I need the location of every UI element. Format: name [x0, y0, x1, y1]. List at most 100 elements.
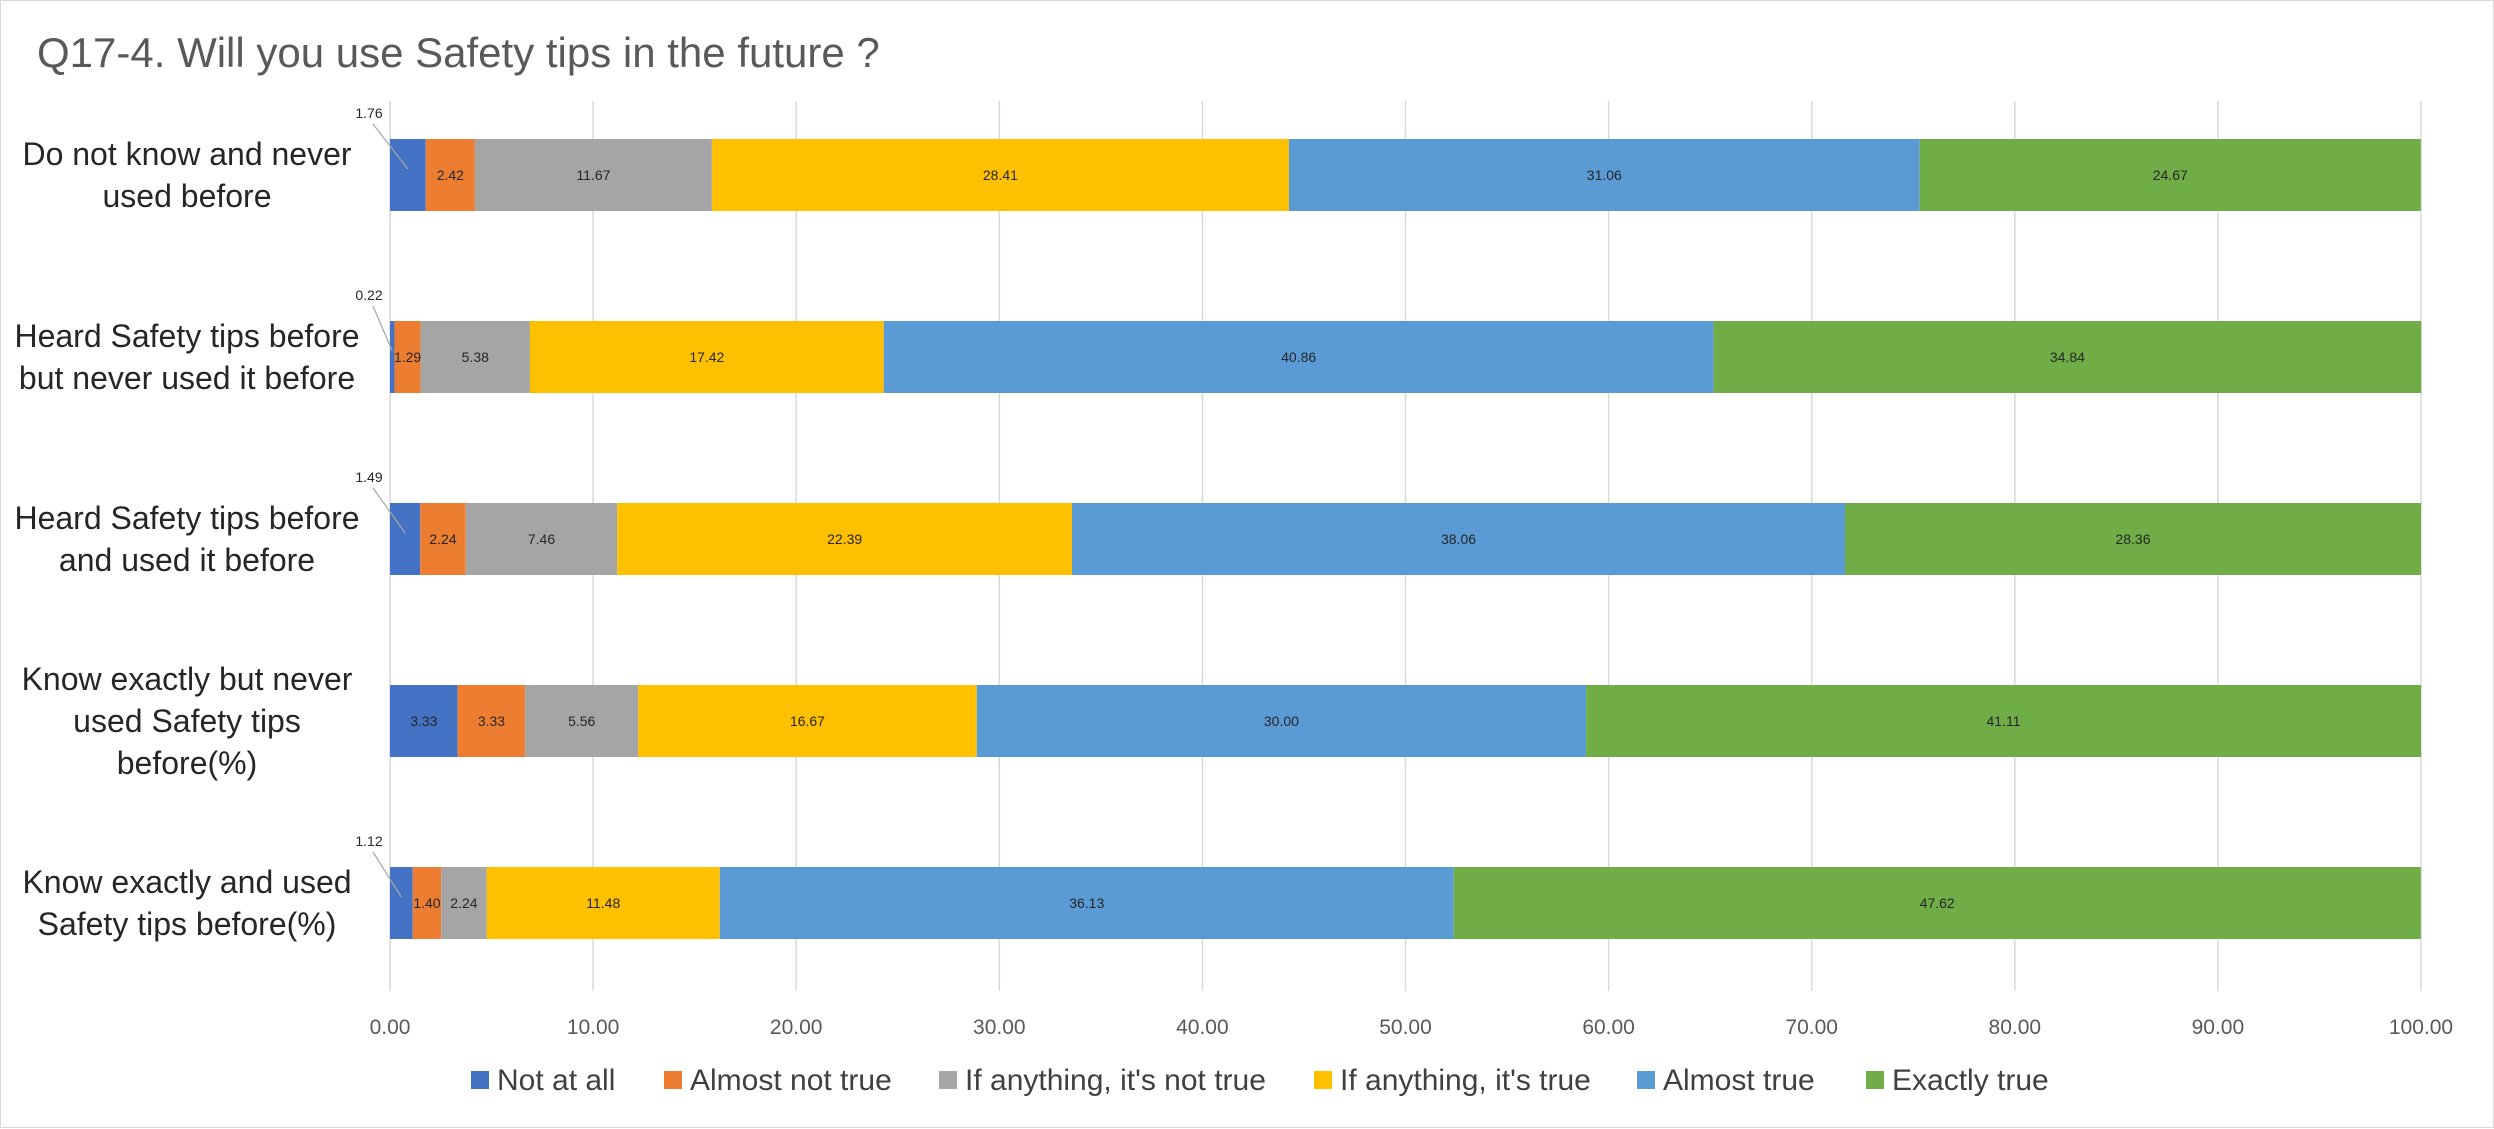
x-tick-label: 90.00 [2192, 1016, 2245, 1039]
x-tick-label: 40.00 [1176, 1016, 1229, 1039]
bar-segment [976, 685, 1587, 757]
data-label: 2.24 [429, 531, 456, 547]
x-tick-label: 0.00 [370, 1016, 411, 1039]
bar-segment [390, 321, 395, 393]
x-axis-ticks: 0.00 10.00 20.00 30.00 40.00 50.00 60.00 70.00 8… [370, 1016, 2454, 1039]
data-label: 2.24 [450, 895, 477, 911]
bar-segment [1453, 867, 2421, 939]
data-label: 7.46 [528, 531, 555, 547]
x-tick-label: 30.00 [973, 1016, 1026, 1039]
legend-label: If anything, it's not true [965, 1064, 1266, 1097]
bar-segment [1072, 503, 1846, 575]
data-label: 38.06 [1441, 531, 1476, 547]
bar-segment [390, 867, 413, 939]
bar-segment [486, 867, 720, 939]
bar-segment [465, 503, 618, 575]
legend-swatch [471, 1071, 489, 1089]
bar-segment [390, 503, 421, 575]
legend-swatch [664, 1071, 682, 1089]
bar-segment [1586, 685, 2421, 757]
bar-segment [412, 867, 442, 939]
callout-leader [372, 851, 402, 898]
legend-label: Almost not true [690, 1064, 892, 1097]
legend-label: Exactly true [1892, 1064, 2049, 1097]
x-tick-label: 60.00 [1582, 1016, 1635, 1039]
bar-segment [420, 321, 530, 393]
bar-segment [525, 685, 639, 757]
category-labels: Do not know and never used before Heard Sa… [14, 136, 359, 942]
data-label: 47.62 [1920, 895, 1955, 911]
legend-label: If anything, it's true [1340, 1064, 1591, 1097]
data-label: 16.67 [790, 713, 825, 729]
data-label: 2.42 [437, 167, 464, 183]
callout-leader [372, 487, 406, 534]
bar-segment [1288, 139, 1920, 211]
bar-segment [719, 867, 1454, 939]
data-label: 28.41 [983, 167, 1018, 183]
bars [390, 139, 2422, 939]
data-labels: 1.76 2.42 11.67 28.41 31.06 24.67 0.22 1.29 5.38… [355, 105, 2188, 911]
bar-segment [457, 685, 526, 757]
x-tick-label: 80.00 [1989, 1016, 2042, 1039]
callout-leader [372, 305, 393, 352]
data-label: 22.39 [827, 531, 862, 547]
legend: Not at all Almost not true If anything, it… [471, 1064, 2049, 1097]
data-label: 1.29 [394, 349, 421, 365]
bar-segment [390, 685, 458, 757]
bar-segment [474, 139, 712, 211]
data-label: 1.12 [355, 833, 382, 849]
data-label: 11.48 [586, 895, 620, 911]
bar-segment [883, 321, 1714, 393]
data-label: 0.22 [355, 287, 382, 303]
data-label: 36.13 [1069, 895, 1104, 911]
callout-leader [372, 123, 409, 170]
data-label: 17.42 [689, 349, 724, 365]
category-label: Know exactly but never used Safety tips be… [22, 661, 353, 781]
bar-segment [711, 139, 1289, 211]
legend-label: Almost true [1663, 1064, 1815, 1097]
category-label: Do not know and never used before [22, 136, 351, 214]
data-label: 40.86 [1281, 349, 1316, 365]
category-label: Heard Safety tips before and used it befo… [14, 500, 359, 578]
x-tick-label: 70.00 [1785, 1016, 1838, 1039]
data-label: 1.49 [355, 469, 382, 485]
bar-segment [441, 867, 487, 939]
bar-segment [1845, 503, 2421, 575]
bar-segment [394, 321, 421, 393]
category-label: Heard Safety tips before but never used i… [14, 318, 359, 396]
data-label: 3.33 [478, 713, 505, 729]
data-label: 5.56 [568, 713, 595, 729]
bar-segment [617, 503, 1073, 575]
data-label: 30.00 [1264, 713, 1299, 729]
bar-segment [425, 139, 475, 211]
data-label: 5.38 [462, 349, 489, 365]
x-tick-label: 10.00 [567, 1016, 620, 1039]
x-tick-label: 50.00 [1379, 1016, 1432, 1039]
data-label: 3.33 [410, 713, 437, 729]
legend-swatch [1866, 1071, 1884, 1089]
data-label: 1.76 [355, 105, 382, 121]
data-label: 1.40 [413, 895, 440, 911]
x-tick-label: 20.00 [770, 1016, 823, 1039]
chart-title: Q17-4. Will you use Safety tips in the f… [37, 29, 880, 76]
data-label: 34.84 [2050, 349, 2085, 365]
data-label: 11.67 [576, 167, 610, 183]
legend-swatch [1314, 1071, 1332, 1089]
legend-label: Not at all [497, 1064, 615, 1097]
bar-segment [638, 685, 977, 757]
legend-swatch [1637, 1071, 1655, 1089]
category-label: Know exactly and used Safety tips before(… [22, 864, 351, 942]
bar-segment [420, 503, 466, 575]
data-label: 31.06 [1587, 167, 1622, 183]
data-label: 41.11 [1987, 713, 2021, 729]
legend-swatch [939, 1071, 957, 1089]
bar-segment [1919, 139, 2421, 211]
bar-segment [529, 321, 884, 393]
bar-segment [1713, 321, 2422, 393]
data-label: 28.36 [2115, 531, 2150, 547]
data-label: 24.67 [2153, 167, 2188, 183]
x-tick-label: 100.00 [2389, 1016, 2453, 1039]
bar-segment [390, 139, 426, 211]
